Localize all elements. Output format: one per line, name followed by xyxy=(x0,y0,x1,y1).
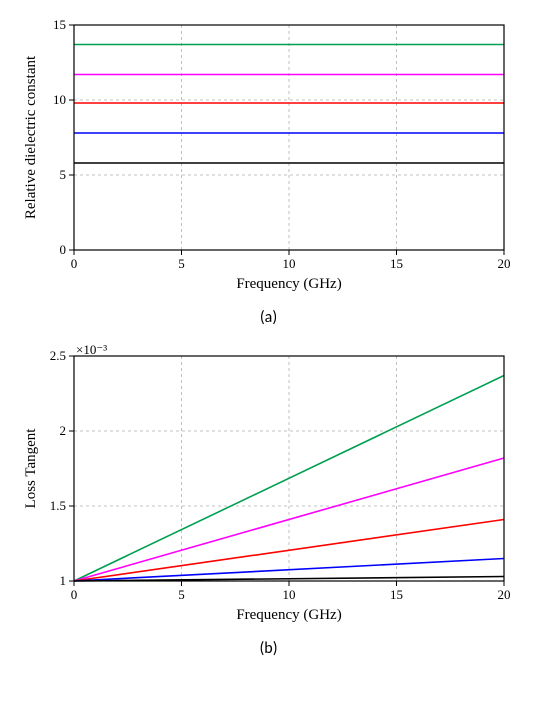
svg-text:10: 10 xyxy=(282,587,295,602)
svg-text:1: 1 xyxy=(59,573,66,588)
chart-b: 0 5 10 15 20 1 1.5 2 2.5 Frequency (GHz) Loss Tang… xyxy=(19,341,519,631)
caption-a: (a) xyxy=(260,308,277,327)
svg-text:Loss Tangent: Loss Tangent xyxy=(23,428,39,509)
svg-text:20: 20 xyxy=(497,587,510,602)
svg-text:Frequency (GHz): Frequency (GHz) xyxy=(236,607,341,623)
svg-text:15: 15 xyxy=(53,17,66,32)
svg-text:10: 10 xyxy=(282,256,295,271)
svg-text:5: 5 xyxy=(59,167,66,182)
svg-text:2.5: 2.5 xyxy=(49,348,65,363)
svg-text:5: 5 xyxy=(178,256,185,271)
svg-text:5: 5 xyxy=(178,587,185,602)
svg-text:1.5: 1.5 xyxy=(49,498,65,513)
svg-text:Relative dielectric constant: Relative dielectric constant xyxy=(23,55,39,219)
svg-text:0: 0 xyxy=(70,587,77,602)
svg-text:0: 0 xyxy=(70,256,77,271)
svg-text:15: 15 xyxy=(390,587,403,602)
svg-text:2: 2 xyxy=(59,423,66,438)
svg-text:Frequency (GHz): Frequency (GHz) xyxy=(236,276,341,292)
chart-a-container: 0 5 10 15 20 0 5 10 15 Frequency (GHz) Relative di… xyxy=(10,10,527,341)
svg-text:20: 20 xyxy=(497,256,510,271)
svg-text:×10⁻³: ×10⁻³ xyxy=(76,342,107,357)
chart-b-container: 0 5 10 15 20 1 1.5 2 2.5 Frequency (GHz) Loss Tang… xyxy=(10,341,527,672)
svg-text:15: 15 xyxy=(390,256,403,271)
caption-b: (b) xyxy=(259,639,277,658)
chart-a: 0 5 10 15 20 0 5 10 15 Frequency (GHz) Relative di… xyxy=(19,10,519,300)
svg-text:0: 0 xyxy=(59,242,66,257)
svg-text:10: 10 xyxy=(53,92,66,107)
